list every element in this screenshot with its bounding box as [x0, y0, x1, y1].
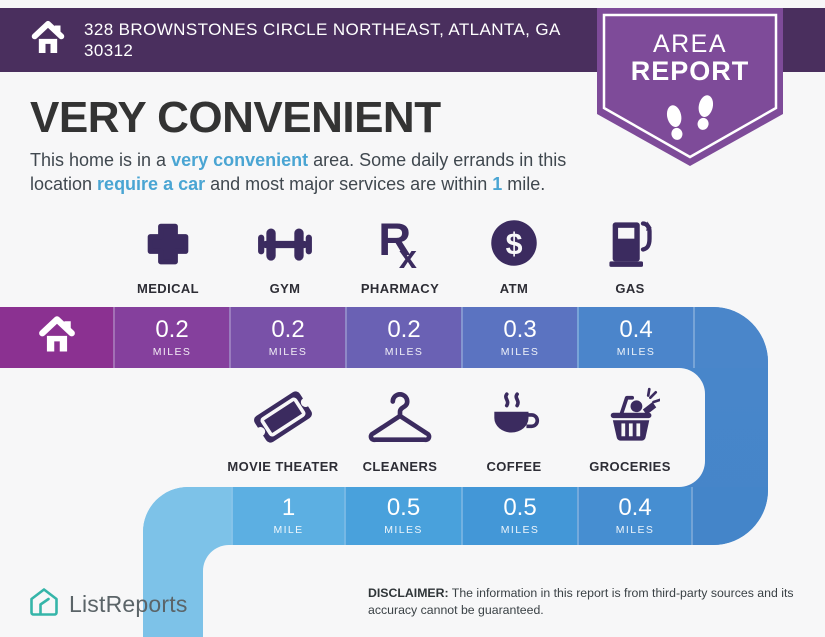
listreports-house-icon [28, 586, 60, 623]
poi-atm: $ ATM [454, 218, 574, 296]
distance-value: 1 [281, 494, 296, 521]
pharmacy-rx-icon: R x [374, 214, 426, 275]
gas-pump-icon [604, 217, 656, 274]
poi-medical: MEDICAL [108, 218, 228, 296]
distance-unit: MILES [268, 345, 308, 358]
distance-value: 0.4 [618, 494, 652, 521]
poi-movie-theater: MOVIE THEATER [223, 388, 343, 474]
poi-label: MOVIE THEATER [227, 459, 339, 474]
distance-unit: MILES [500, 524, 540, 536]
poi-label: GYM [269, 281, 301, 296]
distance-value: 0.2 [387, 315, 421, 343]
distance-unit: MILES [616, 345, 656, 358]
disclaimer-body: The information in this report is from t… [368, 586, 794, 617]
description-segment: and most major services are within [205, 173, 493, 194]
distance-unit: MILES [615, 524, 655, 536]
distance-value: 0.5 [503, 494, 537, 521]
distance-value: 0.5 [386, 494, 421, 521]
badge-title-area: AREA [652, 30, 728, 58]
movie-ticket-icon [250, 387, 316, 452]
svg-text:$: $ [506, 228, 523, 261]
atm-dollar-icon: $ [488, 217, 540, 274]
highlight-very-convenient: very convenient [171, 150, 309, 170]
poi-label: PHARMACY [360, 281, 440, 296]
poi-groceries: GROCERIES [570, 387, 690, 474]
poi-coffee: COFFEE [454, 388, 574, 474]
distance-bar-row2: 1 MILE 0.5 MILES 0.5 MILES 0.4 MILES [143, 487, 768, 545]
distance-cell: 1 MILE [231, 487, 344, 545]
poi-pharmacy: R x PHARMACY [340, 214, 460, 296]
badge-shape [597, 8, 783, 166]
distance-cell: 0.2 MILES [229, 307, 345, 368]
listreports-logo: ListReports [28, 586, 188, 623]
poi-cleaners: CLEANERS [340, 388, 460, 474]
bar2-leading-cell [143, 487, 231, 545]
distance-cell: 0.2 MILES [113, 307, 229, 368]
highlight-one: 1 [492, 173, 503, 194]
area-report-badge: AREA REPORT [597, 8, 783, 172]
distance-unit: MILES [384, 345, 424, 358]
poi-label: GAS [615, 281, 645, 296]
distance-cell: 0.3 MILES [461, 307, 577, 368]
poi-label: MEDICAL [136, 281, 200, 296]
gym-dumbbell-icon [256, 219, 314, 274]
poi-label: GROCERIES [589, 459, 671, 474]
cleaners-hanger-icon [367, 389, 433, 452]
description-segment: This home is in a [30, 150, 172, 170]
distance-cell: 0.2 MILES [345, 307, 461, 368]
description-text: This home is in a very convenient area. … [30, 149, 595, 197]
groceries-basket-icon [600, 387, 662, 452]
distance-bar-row1: 0.2 MILES 0.2 MILES 0.2 MILES 0.3 MILES … [0, 307, 768, 368]
distance-unit: MILES [384, 524, 423, 536]
disclaimer-label: DISCLAIMER: [368, 586, 449, 600]
distance-cell: 0.5 MILES [344, 487, 461, 545]
footprints-icon [666, 95, 714, 140]
poi-gas: GAS [570, 218, 690, 296]
poi-gym: GYM [225, 218, 345, 296]
distance-unit: MILES [152, 345, 192, 358]
description-segment: mile. [502, 173, 546, 194]
distance-unit: MILE [273, 524, 304, 536]
distance-value: 0.3 [503, 315, 537, 343]
svg-text:R: R [378, 215, 411, 265]
page-title: VERY CONVENIENT [30, 93, 441, 142]
footer-panel [203, 545, 825, 637]
distance-cell: 0.4 MILES [577, 307, 693, 368]
disclaimer-text: DISCLAIMER: The information in this repo… [368, 585, 818, 618]
distance-unit: MILES [500, 345, 540, 358]
distance-cell: 0.5 MILES [461, 487, 577, 545]
bar1-home-cell [0, 307, 113, 368]
distance-value: 0.4 [619, 315, 653, 343]
medical-cross-icon [143, 219, 193, 274]
home-icon [35, 313, 79, 362]
badge-title-report: REPORT [630, 56, 750, 86]
poi-label: CLEANERS [362, 459, 438, 474]
coffee-cup-icon [485, 389, 543, 452]
distance-value: 0.2 [155, 315, 189, 343]
bar2-filler [691, 487, 768, 545]
svg-text:x: x [399, 239, 417, 269]
description-segment: area. Some daily errands in this locatio… [30, 150, 567, 194]
poi-label: ATM [499, 281, 529, 296]
poi-label: COFFEE [486, 459, 542, 474]
property-address: 328 BROWNSTONES CIRCLE NORTHEAST, ATLANT… [84, 19, 560, 60]
highlight-require-a-car: require a car [97, 173, 206, 194]
distance-value: 0.2 [271, 315, 305, 343]
brand-name: ListReports [69, 591, 188, 617]
bar1-filler [693, 307, 768, 368]
home-icon [28, 18, 68, 63]
distance-cell: 0.4 MILES [577, 487, 691, 545]
